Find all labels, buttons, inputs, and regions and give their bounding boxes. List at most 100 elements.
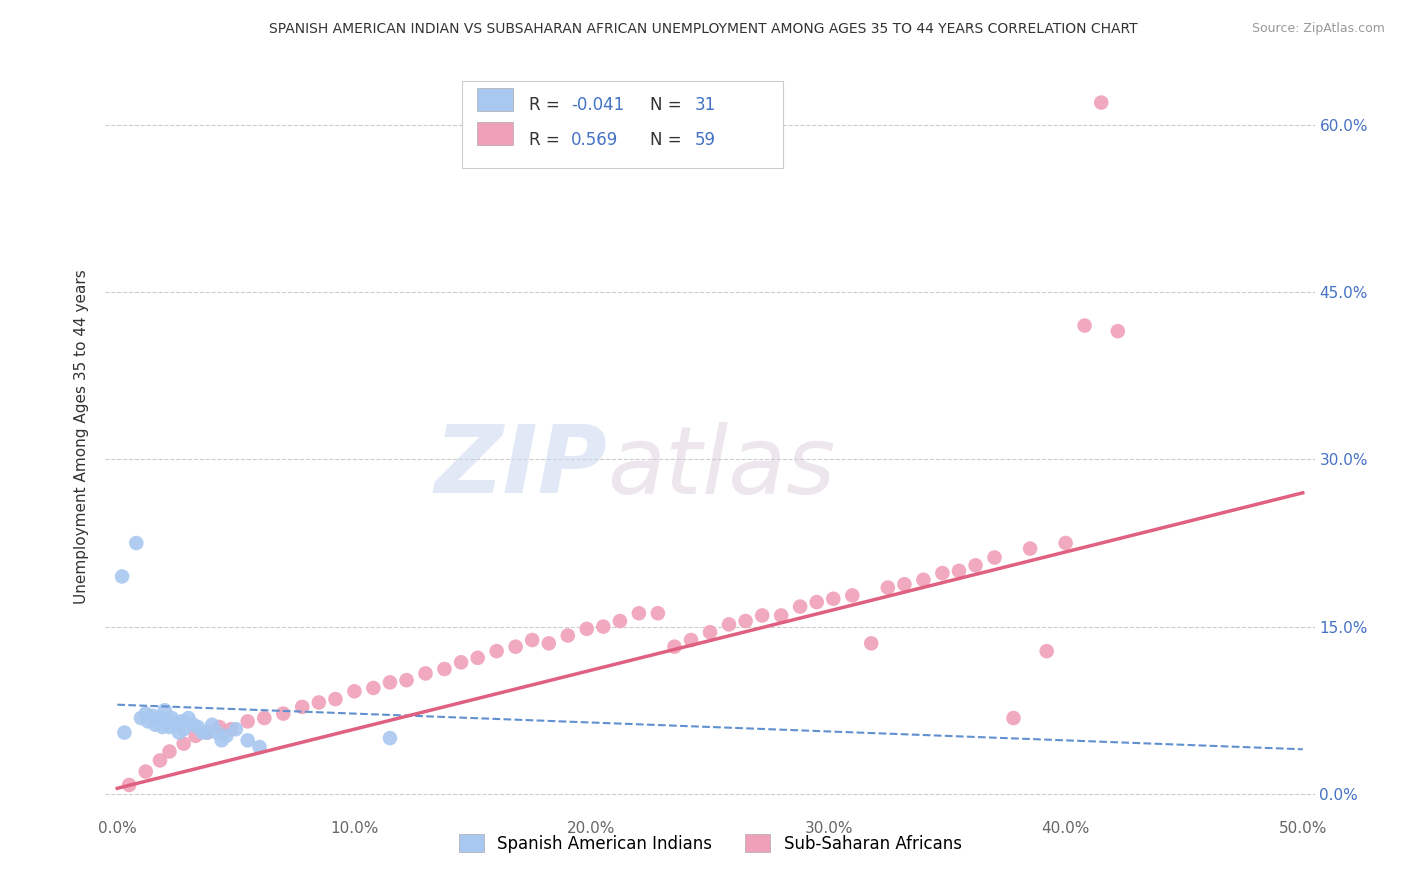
Point: [205, 725, 228, 739]
Point: [592, 619, 614, 633]
Point: [149, 753, 172, 767]
Point: [770, 608, 793, 623]
Point: [197, 725, 219, 739]
Point: [191, 725, 214, 739]
Point: [150, 720, 173, 734]
Point: [485, 644, 508, 658]
Point: [965, 558, 987, 573]
Point: [118, 778, 141, 792]
Text: 31: 31: [695, 96, 716, 114]
Point: [1054, 536, 1077, 550]
Text: SPANISH AMERICAN INDIAN VS SUBSAHARAN AFRICAN UNEMPLOYMENT AMONG AGES 35 TO 44 Y: SPANISH AMERICAN INDIAN VS SUBSAHARAN AF…: [269, 22, 1137, 37]
Text: N =: N =: [650, 96, 686, 114]
Point: [378, 675, 401, 690]
Point: [467, 651, 489, 665]
Point: [159, 720, 181, 734]
Point: [125, 536, 148, 550]
Point: [893, 577, 915, 591]
Point: [184, 729, 207, 743]
Y-axis label: Unemployment Among Ages 35 to 44 years: Unemployment Among Ages 35 to 44 years: [75, 269, 90, 605]
Point: [860, 636, 883, 650]
Point: [983, 550, 1005, 565]
Point: [167, 725, 190, 739]
Point: [450, 655, 472, 669]
Point: [173, 723, 195, 737]
Legend: Spanish American Indians, Sub-Saharan Africans: Spanish American Indians, Sub-Saharan Af…: [450, 826, 970, 861]
Point: [197, 725, 219, 739]
FancyBboxPatch shape: [477, 122, 513, 145]
Point: [537, 636, 560, 650]
Point: [841, 589, 863, 603]
Point: [647, 607, 669, 621]
Point: [948, 564, 970, 578]
Point: [325, 692, 347, 706]
Point: [112, 725, 135, 739]
Point: [363, 681, 385, 695]
FancyBboxPatch shape: [463, 80, 783, 168]
Point: [236, 714, 259, 729]
Point: [149, 711, 172, 725]
Point: [575, 622, 598, 636]
Point: [734, 614, 756, 628]
Point: [142, 708, 165, 723]
FancyBboxPatch shape: [477, 88, 513, 111]
Text: 0.569: 0.569: [571, 131, 619, 149]
Point: [823, 591, 845, 606]
Point: [395, 673, 418, 687]
Point: [343, 684, 366, 698]
Point: [136, 714, 159, 729]
Point: [717, 617, 740, 632]
Point: [912, 573, 935, 587]
Point: [308, 696, 330, 710]
Point: [208, 720, 231, 734]
Point: [177, 711, 200, 725]
Point: [215, 729, 238, 743]
Point: [173, 737, 195, 751]
Text: Source: ZipAtlas.com: Source: ZipAtlas.com: [1251, 22, 1385, 36]
Point: [201, 717, 224, 731]
Point: [135, 764, 157, 779]
Text: R =: R =: [529, 96, 565, 114]
Point: [170, 714, 193, 729]
Text: 59: 59: [695, 131, 716, 149]
Point: [751, 608, 773, 623]
Point: [806, 595, 828, 609]
Point: [627, 607, 650, 621]
Point: [1090, 95, 1112, 110]
Point: [1002, 711, 1025, 725]
Text: R =: R =: [529, 131, 565, 149]
Point: [681, 633, 703, 648]
Point: [253, 711, 276, 725]
Text: atlas: atlas: [607, 422, 835, 513]
Text: N =: N =: [650, 131, 686, 149]
Point: [159, 744, 181, 758]
Point: [1107, 324, 1129, 338]
Point: [219, 723, 242, 737]
Point: [931, 566, 953, 580]
Point: [271, 706, 294, 721]
Point: [211, 733, 233, 747]
Point: [135, 706, 157, 721]
Point: [153, 703, 176, 717]
Point: [433, 662, 456, 676]
Point: [557, 628, 579, 642]
Text: ZIP: ZIP: [434, 421, 607, 514]
Point: [187, 720, 209, 734]
Point: [664, 640, 686, 654]
Point: [236, 733, 259, 747]
Point: [181, 717, 204, 731]
Point: [249, 740, 271, 755]
Point: [609, 614, 631, 628]
Point: [166, 716, 188, 731]
Point: [291, 699, 314, 714]
Point: [129, 711, 152, 725]
Point: [111, 569, 134, 583]
Point: [505, 640, 527, 654]
Point: [876, 581, 898, 595]
Point: [156, 714, 179, 729]
Point: [1073, 318, 1095, 333]
Point: [789, 599, 811, 614]
Point: [225, 723, 247, 737]
Point: [160, 711, 183, 725]
Point: [1019, 541, 1042, 556]
